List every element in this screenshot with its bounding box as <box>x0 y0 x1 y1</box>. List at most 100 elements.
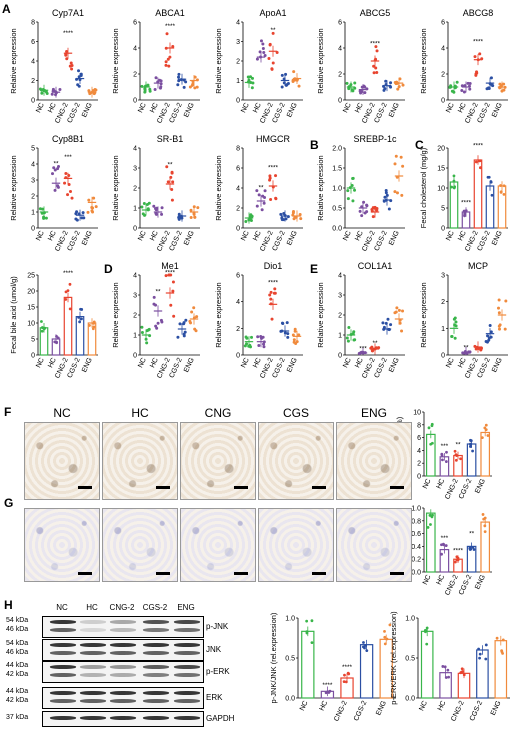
y-tick-label: 0 <box>31 353 35 360</box>
data-point <box>248 75 252 79</box>
data-point <box>464 209 468 212</box>
data-point <box>192 316 196 320</box>
data-point <box>395 306 399 310</box>
data-point <box>393 311 397 315</box>
x-tick-label: ENG <box>474 478 487 495</box>
data-point <box>191 82 195 86</box>
data-point <box>474 160 478 164</box>
data-point <box>452 317 456 321</box>
y-tick-label: 15 <box>437 166 445 173</box>
data-point <box>177 72 181 76</box>
data-point <box>346 339 350 343</box>
band <box>80 643 106 647</box>
bar <box>466 545 477 573</box>
data-point <box>399 155 403 159</box>
y-tick-label: 5 <box>31 146 35 153</box>
data-point <box>484 340 488 344</box>
bar <box>453 454 463 477</box>
stain-label-hc: HC <box>131 406 149 420</box>
data-point <box>50 92 54 96</box>
data-point <box>361 645 365 649</box>
data-point <box>42 216 46 220</box>
data-point <box>158 78 162 82</box>
x-tick-label: CGS-2 <box>373 230 388 252</box>
x-tick-label: CNG-2 <box>444 478 460 501</box>
data-point <box>291 79 295 83</box>
data-point <box>257 193 261 197</box>
data-point <box>425 626 429 630</box>
data-point <box>92 320 96 324</box>
x-tick-label: NC <box>35 357 46 369</box>
band <box>80 620 106 624</box>
data-point <box>57 164 61 168</box>
data-point <box>180 216 184 220</box>
data-point <box>345 81 349 85</box>
data-point <box>400 193 404 197</box>
x-tick-label: CGS-2 <box>168 357 183 379</box>
data-point <box>182 321 186 325</box>
data-point <box>489 180 493 184</box>
data-point <box>463 211 467 215</box>
bar <box>75 316 85 356</box>
data-point <box>156 321 160 325</box>
chart-title: MCP <box>468 261 488 271</box>
band <box>50 643 76 647</box>
significance-mark: ** <box>258 185 264 192</box>
data-point <box>483 524 487 528</box>
y-axis-label: Relative expression <box>419 28 428 93</box>
data-point <box>360 350 364 354</box>
data-point <box>250 335 254 339</box>
significance-mark: ** <box>372 340 378 347</box>
data-point <box>427 426 431 430</box>
data-point <box>428 513 432 517</box>
data-point <box>395 80 399 84</box>
x-tick-label: ENG <box>286 102 299 119</box>
data-point <box>479 348 483 352</box>
data-point <box>176 335 180 339</box>
data-point <box>373 58 377 62</box>
data-point <box>481 513 485 516</box>
data-point <box>324 691 328 695</box>
data-point <box>182 332 186 336</box>
data-point <box>188 85 192 89</box>
y-tick-label: 3 <box>133 293 137 300</box>
x-tick-label: HC <box>149 357 160 369</box>
data-point <box>77 315 80 319</box>
bar <box>480 431 491 477</box>
data-point <box>360 205 364 209</box>
data-point <box>286 335 290 339</box>
data-point <box>362 641 365 644</box>
significance-mark: *** <box>441 535 449 542</box>
bar <box>340 677 354 699</box>
data-point <box>87 89 91 93</box>
data-point <box>281 321 285 325</box>
x-tick-label: NC <box>35 102 46 114</box>
data-point <box>176 83 180 87</box>
x-tick-label: NC <box>240 357 251 369</box>
data-point <box>42 215 46 219</box>
y-tick-label: 1 <box>441 326 445 333</box>
significance-mark: **** <box>473 143 484 150</box>
data-point <box>441 665 445 668</box>
x-tick-label: CGS-2 <box>66 102 81 124</box>
data-point <box>93 91 97 95</box>
data-point <box>468 81 472 85</box>
x-tick-label: ENG <box>375 700 388 717</box>
data-point <box>244 335 248 339</box>
y-tick-label: 2 <box>441 299 445 306</box>
y-tick-label: 4 <box>133 273 137 280</box>
bar <box>439 672 452 699</box>
x-tick-label: CNG-2 <box>259 357 275 380</box>
data-point <box>273 287 277 291</box>
data-point <box>351 89 355 93</box>
data-point <box>375 49 379 53</box>
data-point <box>497 311 501 315</box>
data-point <box>449 85 453 89</box>
data-point <box>387 207 391 211</box>
data-point <box>260 208 264 212</box>
data-point <box>41 88 45 92</box>
data-point <box>159 318 163 322</box>
data-point <box>259 39 263 43</box>
band <box>80 716 106 720</box>
data-point <box>143 90 147 94</box>
